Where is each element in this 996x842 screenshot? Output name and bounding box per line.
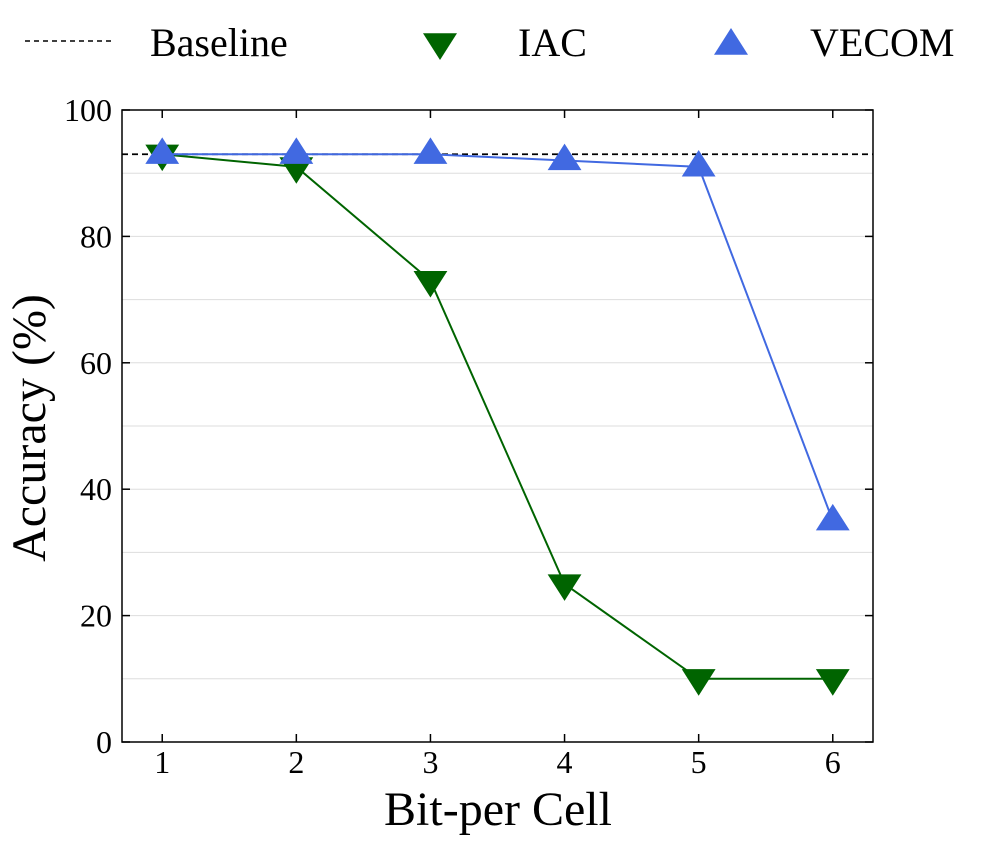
data-point-iac: [681, 669, 716, 696]
series-line-iac: [162, 153, 833, 680]
data-point-iac: [413, 271, 448, 298]
legend-label-vecom: VECOM: [810, 20, 954, 65]
data-point-vecom: [413, 137, 448, 164]
y-tick-label: 40: [80, 471, 112, 507]
y-tick-label: 80: [80, 218, 112, 254]
legend: Baseline IAC VECOM: [25, 20, 954, 65]
legend-label-baseline: Baseline: [150, 20, 288, 65]
data-point-vecom: [279, 137, 314, 164]
series-layer: [145, 137, 850, 696]
grid-lines: [122, 172, 873, 680]
data-point-vecom: [547, 143, 582, 171]
series-line-vecom: [162, 153, 834, 522]
y-tick-label: 100: [64, 92, 112, 128]
legend-iac-marker-icon: [423, 33, 457, 60]
axis-ticks: 0 20 40 60 80 100 1 2 3 4 5 6: [64, 92, 873, 780]
x-tick-label: 5: [691, 744, 707, 780]
x-tick-label: 6: [825, 744, 841, 780]
x-tick-label: 1: [154, 744, 170, 780]
legend-label-iac: IAC: [518, 20, 587, 65]
y-tick-label: 0: [96, 724, 112, 760]
x-axis-title: Bit-per Cell: [384, 783, 612, 836]
legend-vecom-marker-icon: [714, 28, 748, 55]
x-tick-label: 4: [557, 744, 573, 780]
y-tick-label: 60: [80, 345, 112, 381]
data-point-iac: [815, 669, 850, 696]
x-tick-label: 3: [422, 744, 438, 780]
data-point-vecom: [815, 503, 850, 531]
plot-frame: [121, 109, 874, 743]
y-tick-label: 20: [80, 598, 112, 634]
y-axis-title: Accuracy (%): [3, 294, 56, 562]
data-point-vecom: [681, 149, 716, 177]
data-point-iac: [547, 574, 582, 601]
data-point-vecom: [145, 137, 180, 164]
x-tick-label: 2: [288, 744, 304, 780]
